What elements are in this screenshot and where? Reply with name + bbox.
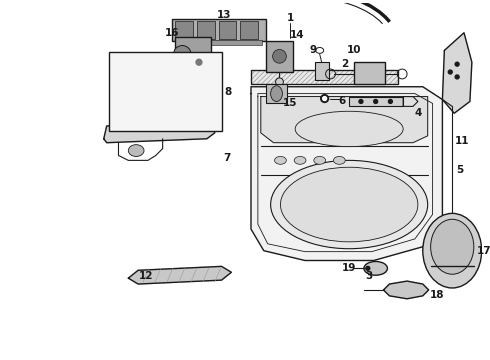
Ellipse shape — [364, 261, 388, 275]
Ellipse shape — [295, 111, 403, 147]
Ellipse shape — [431, 219, 474, 274]
Bar — [354, 62, 386, 84]
Circle shape — [322, 96, 327, 100]
Bar — [197, 21, 215, 39]
Polygon shape — [128, 266, 231, 284]
Text: 19: 19 — [342, 264, 356, 273]
Text: 12: 12 — [139, 271, 153, 281]
Bar — [251, 70, 398, 84]
Bar — [109, 53, 221, 131]
Text: 14: 14 — [290, 30, 304, 40]
Circle shape — [455, 75, 459, 79]
Ellipse shape — [272, 49, 286, 63]
Ellipse shape — [270, 160, 428, 249]
Text: 6: 6 — [339, 96, 346, 107]
Polygon shape — [104, 119, 215, 143]
Text: 15: 15 — [283, 98, 297, 108]
Circle shape — [448, 70, 452, 74]
Circle shape — [389, 99, 392, 103]
Ellipse shape — [280, 167, 418, 242]
Ellipse shape — [423, 213, 482, 288]
Bar — [266, 41, 293, 72]
Bar — [240, 21, 258, 39]
Polygon shape — [442, 33, 472, 113]
Bar — [251, 70, 398, 84]
Text: 7: 7 — [223, 153, 230, 163]
Text: 2: 2 — [341, 59, 348, 69]
Bar — [266, 84, 287, 103]
Ellipse shape — [128, 145, 144, 157]
Text: 9: 9 — [309, 45, 317, 55]
Polygon shape — [251, 87, 442, 261]
Text: 16: 16 — [165, 28, 180, 38]
Bar — [349, 96, 403, 107]
Bar — [175, 21, 193, 39]
Bar — [175, 37, 211, 70]
Polygon shape — [261, 96, 428, 143]
Text: 3: 3 — [365, 271, 372, 281]
Ellipse shape — [275, 78, 283, 86]
Text: 10: 10 — [347, 45, 361, 55]
Circle shape — [359, 99, 363, 103]
Circle shape — [320, 95, 329, 103]
Text: 1: 1 — [287, 13, 294, 23]
Text: 18: 18 — [430, 290, 445, 300]
Circle shape — [455, 62, 459, 66]
Text: 8: 8 — [225, 87, 232, 96]
Bar — [175, 40, 262, 45]
Ellipse shape — [294, 157, 306, 164]
Text: 4: 4 — [414, 108, 421, 118]
Text: 13: 13 — [217, 10, 232, 20]
Ellipse shape — [334, 157, 345, 164]
Bar — [315, 62, 329, 80]
Ellipse shape — [173, 45, 191, 63]
Circle shape — [196, 59, 202, 65]
Circle shape — [374, 99, 378, 103]
Text: 5: 5 — [457, 165, 464, 175]
Circle shape — [366, 266, 370, 270]
Bar — [172, 19, 266, 41]
Bar — [219, 21, 236, 39]
Ellipse shape — [314, 157, 325, 164]
Ellipse shape — [274, 157, 286, 164]
Text: 11: 11 — [455, 136, 469, 146]
Ellipse shape — [270, 86, 282, 102]
Polygon shape — [384, 281, 429, 299]
Text: 17: 17 — [476, 246, 490, 256]
